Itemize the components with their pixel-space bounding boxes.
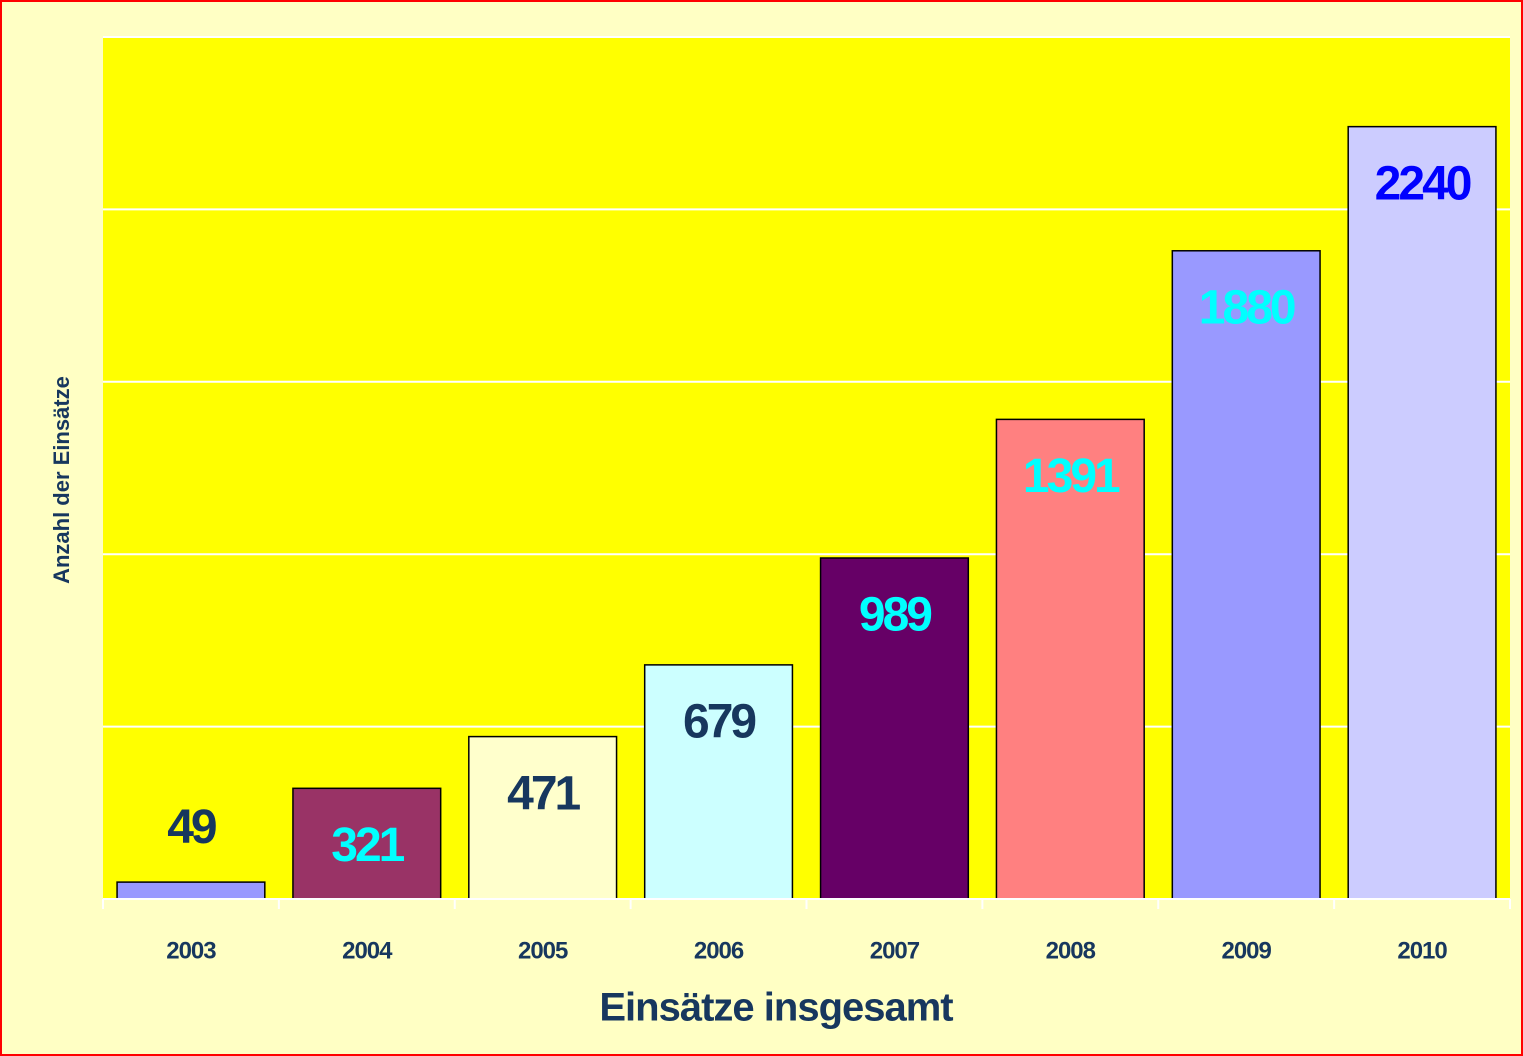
bar [819,557,970,900]
data-label: 679 [683,696,755,749]
bar [116,881,266,900]
x-tick-label: 2004 [342,937,393,964]
x-tick-label: 2007 [870,937,920,964]
bar [468,735,618,900]
bar [1347,125,1497,900]
x-tick-label: 2006 [694,937,744,964]
x-tick-label: 2009 [1221,937,1271,964]
x-tick-label: 2003 [166,937,216,964]
x-tick-label: 2005 [518,937,568,964]
data-label: 989 [859,589,931,642]
bar [292,787,442,900]
chart-title: Einsätze insgesamt [599,986,953,1030]
x-tick-label: 2008 [1046,937,1096,964]
data-label: 321 [331,819,404,872]
data-label: 471 [507,767,580,820]
bar [643,664,794,900]
x-tick-label: 2010 [1397,937,1447,964]
data-label: 2240 [1375,157,1471,210]
bar [1171,250,1321,900]
data-label: 1391 [1023,450,1120,503]
data-label: 49 [167,801,216,854]
bar [995,418,1145,900]
data-label: 1880 [1199,281,1295,334]
y-axis-label: Anzahl der Einsätze [49,376,74,584]
